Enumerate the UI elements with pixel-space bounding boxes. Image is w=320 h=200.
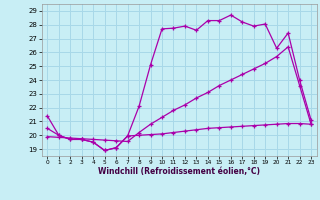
X-axis label: Windchill (Refroidissement éolien,°C): Windchill (Refroidissement éolien,°C) [98,167,260,176]
